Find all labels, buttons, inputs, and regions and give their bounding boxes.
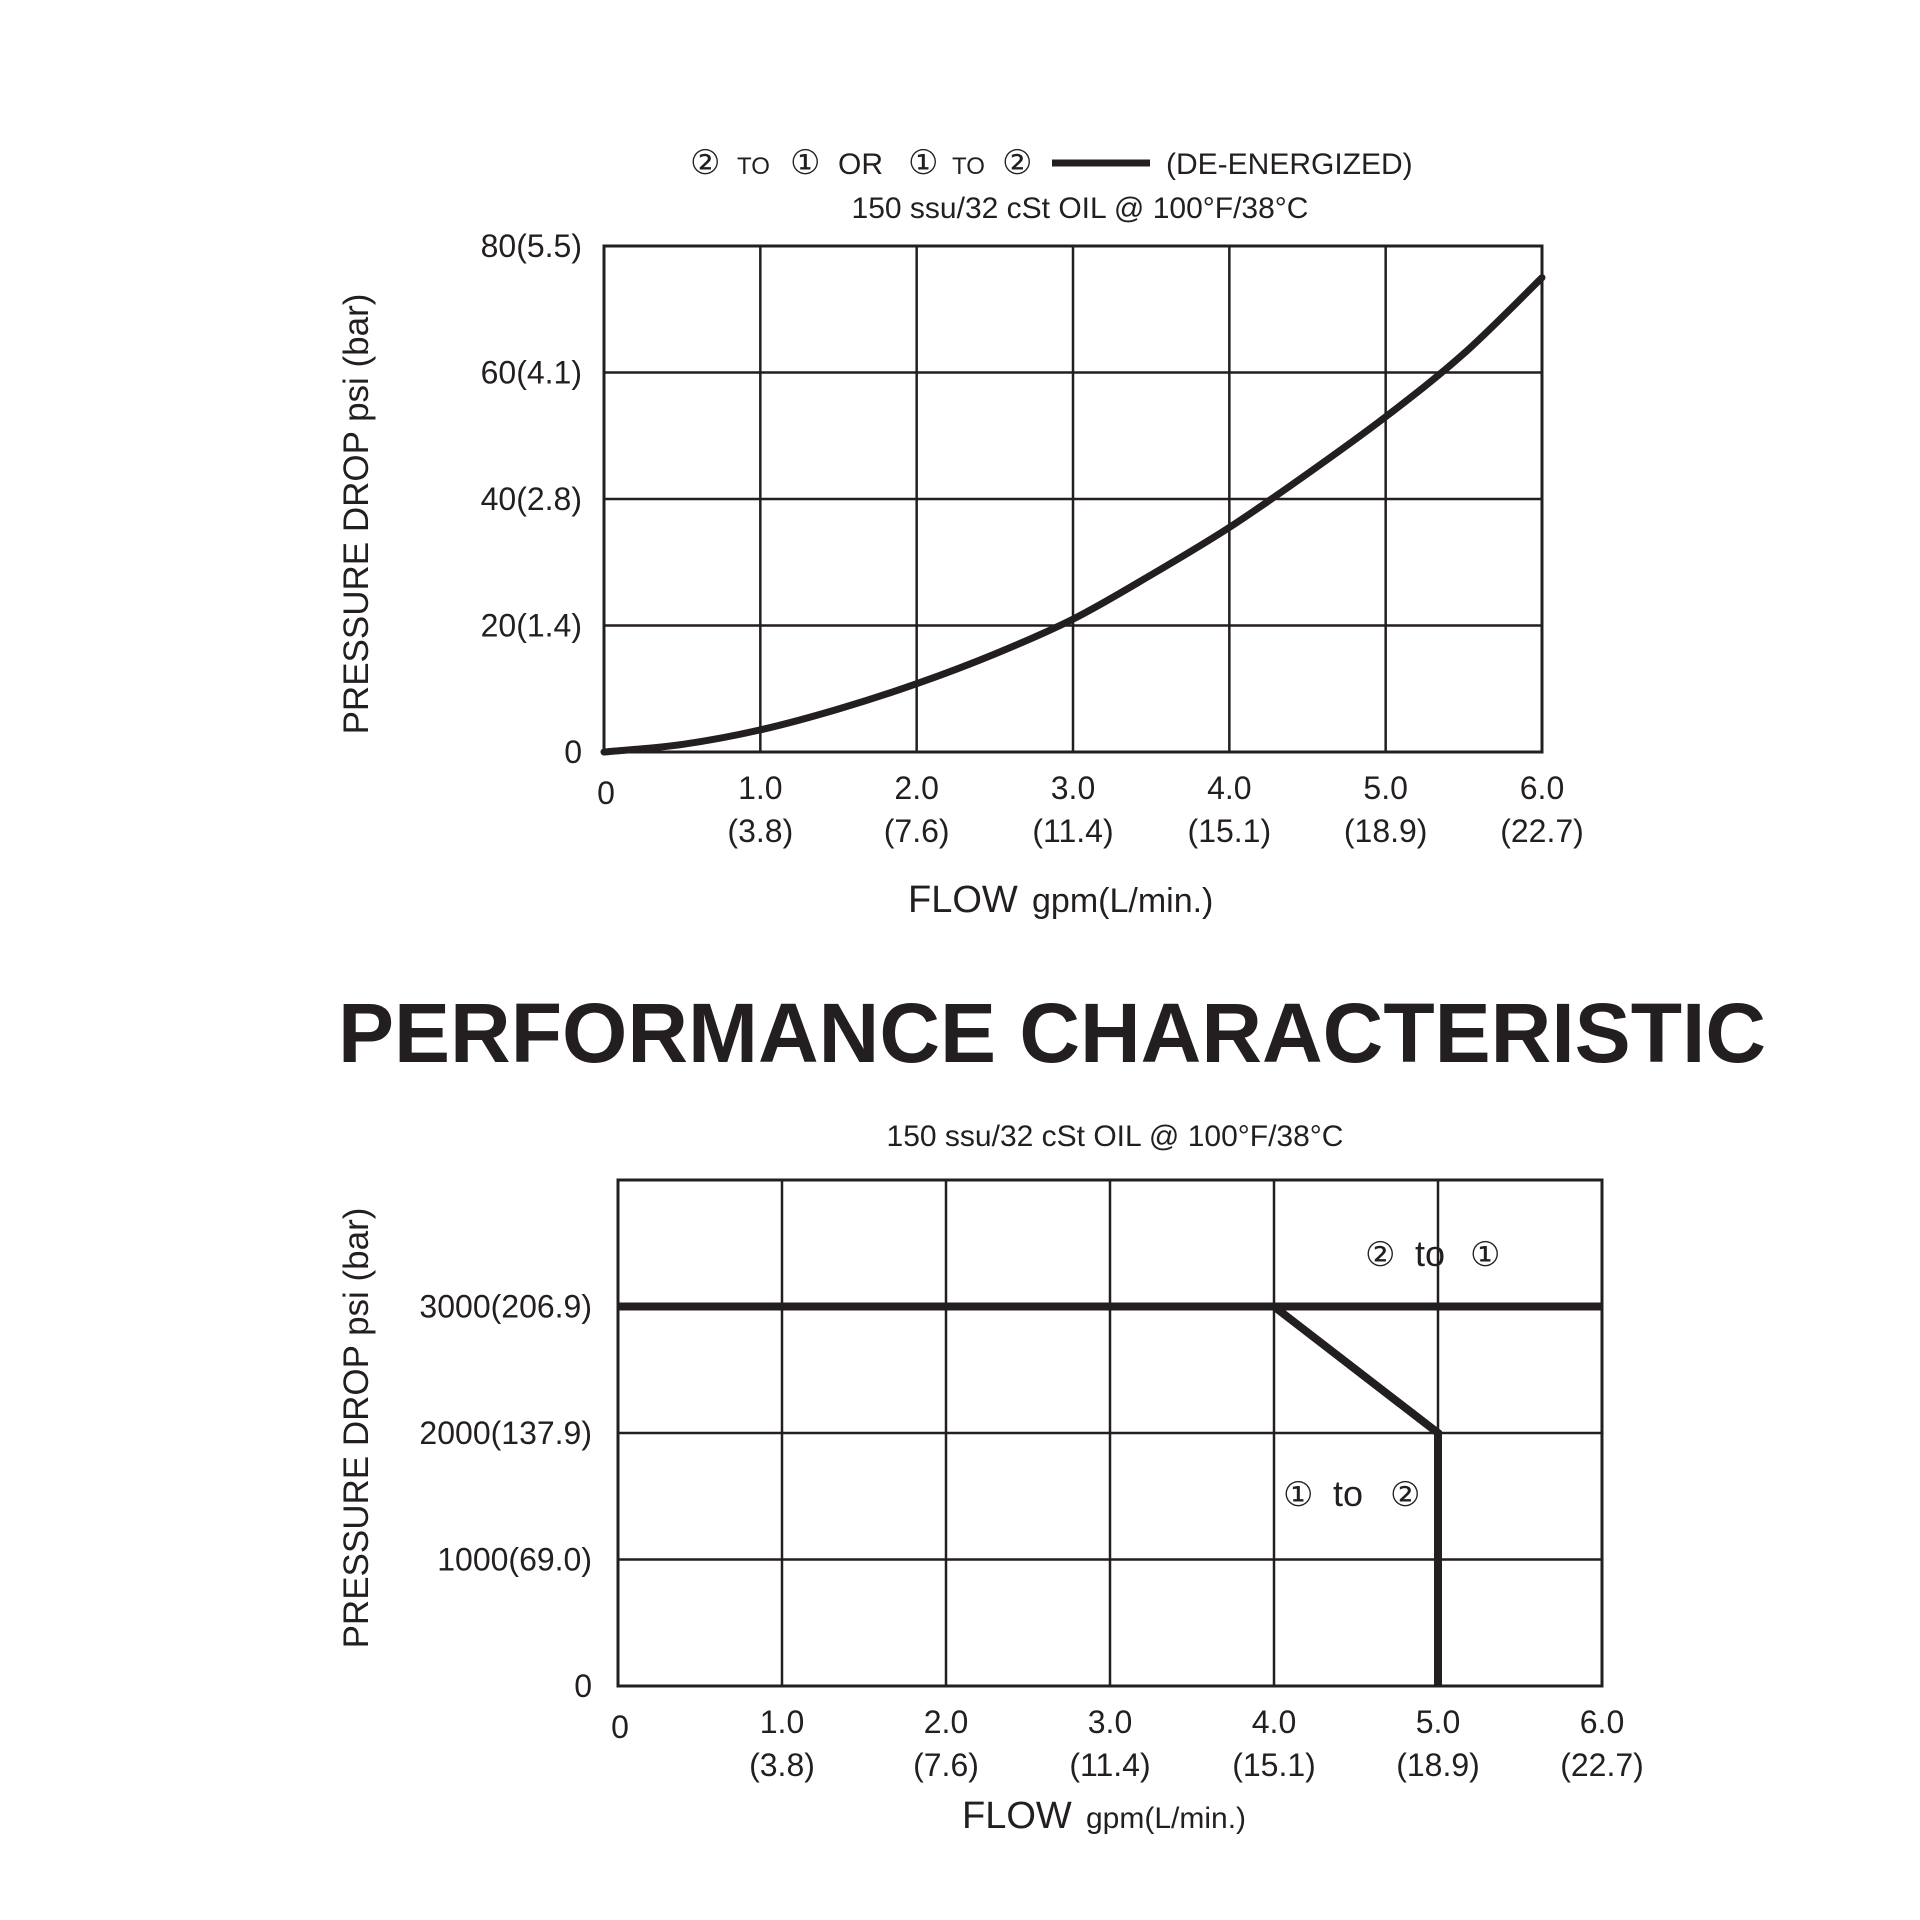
c2-x-tick-sublabel-2: (7.6) xyxy=(913,1747,979,1783)
c1-x-tick-label-2: 2.0 xyxy=(894,770,938,806)
c1-x-tick-label-4: 4.0 xyxy=(1207,770,1251,806)
chart-2: 150 ssu/32 cSt OIL @ 100°F/38°C 0 1000(69… xyxy=(337,1120,1644,1837)
c1-y-tick-label-0: 0 xyxy=(564,734,582,770)
chart2-series-1-to-2-line xyxy=(1271,1303,1442,1686)
chart2-annotation-1-to-2-word: to xyxy=(1333,1473,1363,1514)
chart2-annotation-2-to-1-from: ② xyxy=(1365,1235,1395,1275)
chart-1: ② TO ① OR ① TO ② (DE-ENERGIZED) 150 ssu/… xyxy=(337,143,1584,921)
c2-y-tick-label-2: 2000(137.9) xyxy=(419,1415,592,1451)
chart1-legend-label: (DE-ENERGIZED) xyxy=(1166,148,1413,181)
chart1-x-axis-title-unit: gpm(L/min.) xyxy=(1032,882,1213,920)
c1-y-tick-label-4: 80(5.5) xyxy=(481,228,582,264)
chart1-x-axis-title-main: FLOW xyxy=(908,879,1018,921)
chart1-x-tick-labels: 0 1.0 (3.8) 2.0 (7.6) 3.0 (11.4) 4.0 (15.1) 5.0 (1… xyxy=(597,770,1584,849)
chart2-x-axis-title: FLOW gpm(L/min.) xyxy=(962,1795,1246,1837)
c2-x-tick-label-6: 6.0 xyxy=(1580,1704,1624,1740)
chart2-annotation-1-to-2-to: ② xyxy=(1390,1475,1420,1515)
chart1-series-line xyxy=(600,274,1546,756)
c2-y-tick-label-3: 3000(206.9) xyxy=(419,1289,592,1325)
page-heading: PERFORMANCE CHARACTERISTIC xyxy=(338,986,1766,1080)
chart2-annotation-2-to-1-to: ① xyxy=(1470,1235,1500,1275)
c2-x-tick-label-5: 5.0 xyxy=(1416,1704,1460,1740)
chart1-legend-from-b: ① xyxy=(908,143,938,183)
chart1-grid xyxy=(604,246,1542,752)
c2-x-tick-sublabel-3: (11.4) xyxy=(1069,1747,1150,1783)
chart1-legend-from-a: ② xyxy=(690,143,720,183)
c1-x-tick-sublabel-6: (22.7) xyxy=(1500,813,1584,849)
chart1-y-tick-labels: 0 20(1.4) 40(2.8) 60(4.1) 80(5.5) xyxy=(481,228,582,770)
chart2-x-tick-labels: 0 1.0 (3.8) 2.0 (7.6) 3.0 (11.4) 4.0 (15.1) 5.0 (1… xyxy=(611,1704,1644,1783)
c2-x-tick-sublabel-1: (3.8) xyxy=(749,1747,815,1783)
c2-x-tick-sublabel-6: (22.7) xyxy=(1560,1747,1644,1783)
c1-x-tick-label-3: 3.0 xyxy=(1051,770,1095,806)
c2-y-tick-label-1: 1000(69.0) xyxy=(437,1542,592,1578)
chart2-y-tick-labels: 0 1000(69.0) 2000(137.9) 3000(206.9) xyxy=(419,1289,592,1705)
c2-x-tick-label-3: 3.0 xyxy=(1088,1704,1132,1740)
c2-x-tick-label-0: 0 xyxy=(611,1709,629,1745)
c1-x-tick-label-0: 0 xyxy=(597,775,615,811)
c1-x-tick-sublabel-5: (18.9) xyxy=(1344,813,1428,849)
c1-x-tick-label-5: 5.0 xyxy=(1363,770,1407,806)
chart1-plot-frame xyxy=(602,244,1544,754)
chart2-x-axis-title-unit: gpm(L/min.) xyxy=(1086,1802,1246,1835)
c1-x-tick-sublabel-1: (3.8) xyxy=(727,813,793,849)
c1-x-tick-sublabel-2: (7.6) xyxy=(884,813,950,849)
c1-y-tick-label-1: 20(1.4) xyxy=(481,608,582,644)
c1-x-tick-sublabel-4: (15.1) xyxy=(1188,813,1272,849)
chart2-plot-frame xyxy=(616,1178,1604,1688)
chart1-legend-or: OR xyxy=(838,148,883,181)
chart2-annotation-1-to-2: ① to ② xyxy=(1283,1473,1420,1515)
chart1-legend: ② TO ① OR ① TO ② xyxy=(690,143,1032,183)
chart1-x-axis-title: FLOW gpm(L/min.) xyxy=(908,879,1213,921)
chart2-annotation-1-to-2-from: ① xyxy=(1283,1475,1313,1515)
c2-x-tick-label-2: 2.0 xyxy=(924,1704,968,1740)
chart1-legend-to-b: ② xyxy=(1002,143,1032,183)
c2-x-tick-sublabel-4: (15.1) xyxy=(1232,1747,1316,1783)
c1-y-tick-label-2: 40(2.8) xyxy=(481,481,582,517)
c2-x-tick-sublabel-5: (18.9) xyxy=(1396,1747,1480,1783)
c1-x-tick-sublabel-3: (11.4) xyxy=(1032,813,1113,849)
chart2-annotation-2-to-1-word: to xyxy=(1415,1233,1445,1274)
chart2-y-axis-title: PRESSURE DROP psi (bar) xyxy=(337,1208,376,1649)
chart2-annotation-2-to-1: ② to ① xyxy=(1365,1233,1500,1275)
c1-y-tick-label-3: 60(4.1) xyxy=(481,355,582,391)
chart1-legend-to-word-a: TO xyxy=(737,153,770,180)
chart1-legend-to-a: ① xyxy=(790,143,820,183)
c1-x-tick-label-6: 6.0 xyxy=(1520,770,1564,806)
chart1-legend-to-word-b: TO xyxy=(952,153,985,180)
c1-x-tick-label-1: 1.0 xyxy=(738,770,782,806)
chart1-y-axis-title: PRESSURE DROP psi (bar) xyxy=(337,294,376,735)
chart2-subtitle: 150 ssu/32 cSt OIL @ 100°F/38°C xyxy=(887,1120,1344,1153)
c2-x-tick-label-1: 1.0 xyxy=(760,1704,804,1740)
c2-x-tick-label-4: 4.0 xyxy=(1252,1704,1296,1740)
chart1-subtitle: 150 ssu/32 cSt OIL @ 100°F/38°C xyxy=(852,192,1309,225)
chart2-x-axis-title-main: FLOW xyxy=(962,1795,1072,1837)
c2-y-tick-label-0: 0 xyxy=(574,1668,592,1704)
